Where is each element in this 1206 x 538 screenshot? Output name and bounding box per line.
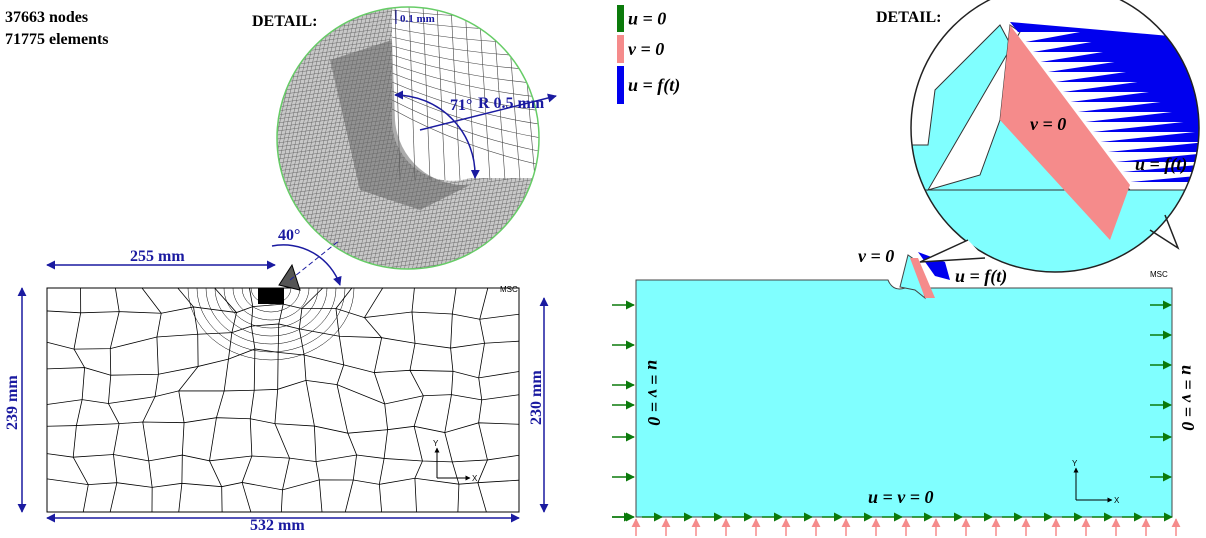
mesh-line	[270, 296, 560, 336]
figure: 37663 nodes 71775 elements DETAIL: 0.1 m…	[0, 0, 1206, 538]
mesh-line	[47, 349, 519, 378]
mesh-line	[47, 380, 519, 404]
bc-label: v = 0	[858, 246, 894, 266]
mesh-line	[558, 0, 618, 280]
mesh-line	[270, 264, 560, 304]
dim-label: 230 mm	[528, 370, 545, 425]
bc-label: u = v = 0	[868, 487, 934, 507]
mesh-line	[178, 288, 198, 512]
mesh-line	[364, 288, 387, 512]
dim-label: 40°	[278, 227, 300, 244]
tool	[279, 265, 300, 290]
mesh-line	[546, 0, 606, 280]
mesh-line	[538, 0, 598, 280]
legend-swatch	[617, 5, 624, 32]
axis-label: Y	[1072, 459, 1078, 468]
logo: MSC	[500, 285, 518, 294]
legend-swatch	[617, 66, 624, 104]
domain	[636, 280, 1172, 517]
mesh-line	[47, 454, 519, 462]
detail-label: DETAIL:	[876, 9, 942, 26]
stat: 37663 nodes	[5, 9, 88, 26]
mesh-line	[549, 6, 565, 180]
dim-label: 71°	[450, 97, 472, 114]
mesh-line	[270, 288, 560, 328]
dim-label: R 0.5 mm	[478, 95, 545, 112]
legend-label: u = 0	[628, 9, 666, 29]
mesh-line	[222, 0, 282, 280]
dim-label: 0.1 mm	[400, 13, 435, 25]
mesh-line	[270, 0, 560, 4]
mesh-line	[270, 276, 560, 316]
stat: 71775 elements	[5, 31, 109, 48]
mesh-line	[142, 288, 161, 512]
detail-label: DETAIL:	[252, 13, 318, 30]
legend-label: v = 0	[628, 39, 664, 59]
mesh-line	[242, 288, 255, 512]
dim-label: 532 mm	[250, 517, 305, 534]
mesh-line	[47, 324, 519, 349]
mesh-line	[542, 0, 602, 280]
legend-swatch	[617, 35, 624, 63]
mesh-line	[214, 0, 274, 280]
mesh-line	[108, 288, 119, 512]
dim-label: 239 mm	[4, 375, 21, 430]
legend-label: u = f(t)	[628, 75, 680, 96]
mesh-line	[270, 312, 560, 352]
mesh-line	[210, 0, 270, 280]
axis-label: Y	[433, 439, 439, 448]
mesh-line	[270, 300, 560, 340]
axis-label: X	[1114, 496, 1120, 505]
dim-label: 255 mm	[130, 248, 185, 265]
axis-label: X	[472, 474, 478, 483]
legend: u = 0 v = 0 u = f(t)	[617, 5, 680, 104]
bc-label: v = 0	[1030, 114, 1066, 134]
mesh-line	[218, 0, 278, 280]
bc-label: u = v = 0	[644, 360, 664, 426]
mesh-line	[275, 288, 290, 512]
mesh-line	[554, 0, 614, 280]
bc-label: u = f(t)	[955, 266, 1007, 287]
bc-label: u = f(t)	[1135, 154, 1187, 175]
mesh-line	[562, 0, 622, 280]
dense-mesh	[258, 288, 284, 304]
mesh-line	[209, 288, 236, 512]
logo: MSC	[1150, 270, 1168, 279]
bc-label: u = v = 0	[1178, 365, 1198, 431]
mesh-line	[550, 0, 610, 280]
mesh-line	[534, 0, 594, 280]
mesh-line	[336, 288, 357, 512]
tool-arc	[272, 245, 340, 285]
mesh-line	[270, 304, 560, 344]
